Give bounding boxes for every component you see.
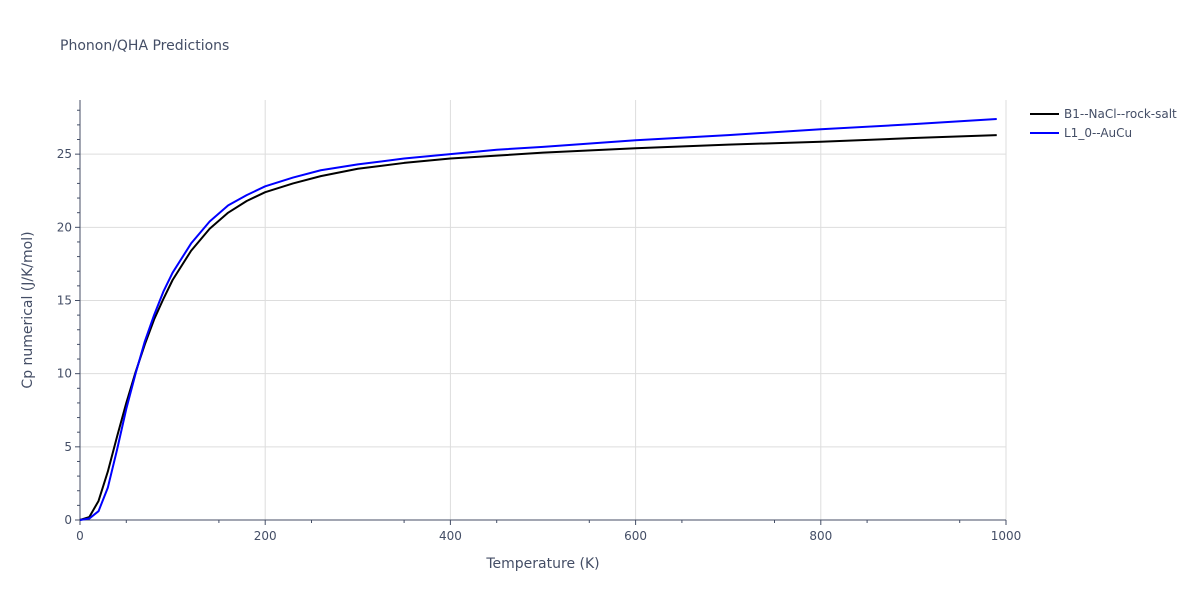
axes <box>79 100 1006 521</box>
x-axis-title: Temperature (K) <box>485 556 599 572</box>
series-lines <box>79 118 997 521</box>
y-tick-label: 5 <box>64 440 72 454</box>
legend-item-1[interactable]: L1_0--AuCu <box>1030 126 1132 140</box>
grid-lines <box>80 100 1007 520</box>
chart-title: Phonon/QHA Predictions <box>60 38 229 54</box>
legend-label: B1--NaCl--rock-salt <box>1064 107 1177 121</box>
y-tick-label: 25 <box>57 147 72 161</box>
x-tick-label: 200 <box>254 529 277 543</box>
y-tick-label: 20 <box>57 220 72 234</box>
series-line-1 <box>79 118 997 521</box>
y-tick-label: 10 <box>57 367 72 381</box>
y-tick-label: 15 <box>57 293 72 307</box>
x-tick-label: 800 <box>809 529 832 543</box>
legend-label: L1_0--AuCu <box>1064 126 1132 140</box>
series-line-0 <box>79 134 997 521</box>
y-tick-label: 0 <box>64 513 72 527</box>
x-tick-label: 400 <box>439 529 462 543</box>
legend-item-0[interactable]: B1--NaCl--rock-salt <box>1030 107 1177 121</box>
x-axis-ticks: 0 200 400 600 800 1000 <box>76 520 1021 543</box>
y-axis-title: Cp numerical (J/K/mol) <box>20 231 36 388</box>
x-tick-label: 0 <box>76 529 84 543</box>
legend[interactable]: B1--NaCl--rock-salt L1_0--AuCu <box>1030 107 1177 140</box>
y-axis-ticks: 0 5 10 15 20 25 <box>57 109 80 527</box>
x-tick-label: 600 <box>624 529 647 543</box>
x-tick-label: 1000 <box>991 529 1022 543</box>
